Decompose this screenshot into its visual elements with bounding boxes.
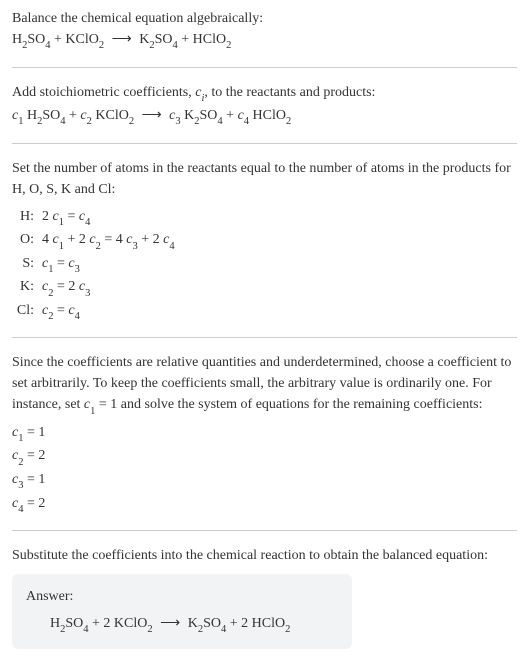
coeff-row: c3 = 1 bbox=[12, 469, 517, 493]
atom-label: K: bbox=[12, 276, 38, 300]
coeff-row: c1 = 1 bbox=[12, 422, 517, 446]
arrow-icon: ⟶ bbox=[153, 616, 188, 631]
divider bbox=[12, 143, 517, 144]
table-row: O: 4 c1 + 2 c2 = 4 c3 + 2 c4 bbox=[12, 229, 179, 253]
stoich-equation: c1 H2SO4 + c2 KClO2 ⟶ c3 K2SO4 + c4 HClO… bbox=[12, 105, 517, 129]
divider bbox=[12, 530, 517, 531]
atom-equation: 2 c1 = c4 bbox=[38, 206, 179, 230]
lhs-h2so4: H2SO4 bbox=[12, 32, 51, 47]
answer-equation: H2SO4 + 2 KClO2 ⟶ K2SO4 + 2 HClO2 bbox=[26, 613, 338, 637]
divider bbox=[12, 337, 517, 338]
atom-label: O: bbox=[12, 229, 38, 253]
atom-equation: c1 = c3 bbox=[38, 253, 179, 277]
subst-section: Substitute the coefficients into the che… bbox=[12, 545, 517, 566]
answer-label: Answer: bbox=[26, 586, 338, 607]
subst-para: Substitute the coefficients into the che… bbox=[12, 545, 517, 566]
header-section: Balance the chemical equation algebraica… bbox=[12, 8, 517, 53]
choose-para: Since the coefficients are relative quan… bbox=[12, 352, 517, 418]
coeff-values: c1 = 1 c2 = 2 c3 = 1 c4 = 2 bbox=[12, 422, 517, 516]
atom-label: Cl: bbox=[12, 300, 38, 324]
atom-equation: c2 = c4 bbox=[38, 300, 179, 324]
atoms-table: H: 2 c1 = c4 O: 4 c1 + 2 c2 = 4 c3 + 2 c… bbox=[12, 206, 179, 324]
atom-equation: c2 = 2 c3 bbox=[38, 276, 179, 300]
stoich-section: Add stoichiometric coefficients, ci, to … bbox=[12, 82, 517, 129]
atom-label: S: bbox=[12, 253, 38, 277]
plus-kclo2: + KClO2 bbox=[51, 32, 105, 47]
atoms-section: Set the number of atoms in the reactants… bbox=[12, 158, 517, 324]
coeff-row: c4 = 2 bbox=[12, 493, 517, 517]
plus-hclo2: + HClO2 bbox=[178, 32, 232, 47]
rhs-k2so4: K2SO4 bbox=[139, 32, 178, 47]
stoich-intro: Add stoichiometric coefficients, ci, to … bbox=[12, 82, 517, 106]
arrow-icon: ⟶ bbox=[134, 108, 169, 123]
arrow-icon: ⟶ bbox=[104, 32, 139, 47]
choose-section: Since the coefficients are relative quan… bbox=[12, 352, 517, 516]
header-line1: Balance the chemical equation algebraica… bbox=[12, 8, 517, 29]
answer-box: Answer: H2SO4 + 2 KClO2 ⟶ K2SO4 + 2 HClO… bbox=[12, 574, 352, 649]
table-row: Cl: c2 = c4 bbox=[12, 300, 179, 324]
atom-label: H: bbox=[12, 206, 38, 230]
atoms-intro: Set the number of atoms in the reactants… bbox=[12, 158, 517, 200]
header-equation: H2SO4 + KClO2 ⟶ K2SO4 + HClO2 bbox=[12, 29, 517, 53]
table-row: S: c1 = c3 bbox=[12, 253, 179, 277]
divider bbox=[12, 67, 517, 68]
table-row: K: c2 = 2 c3 bbox=[12, 276, 179, 300]
coeff-row: c2 = 2 bbox=[12, 445, 517, 469]
atom-equation: 4 c1 + 2 c2 = 4 c3 + 2 c4 bbox=[38, 229, 179, 253]
table-row: H: 2 c1 = c4 bbox=[12, 206, 179, 230]
